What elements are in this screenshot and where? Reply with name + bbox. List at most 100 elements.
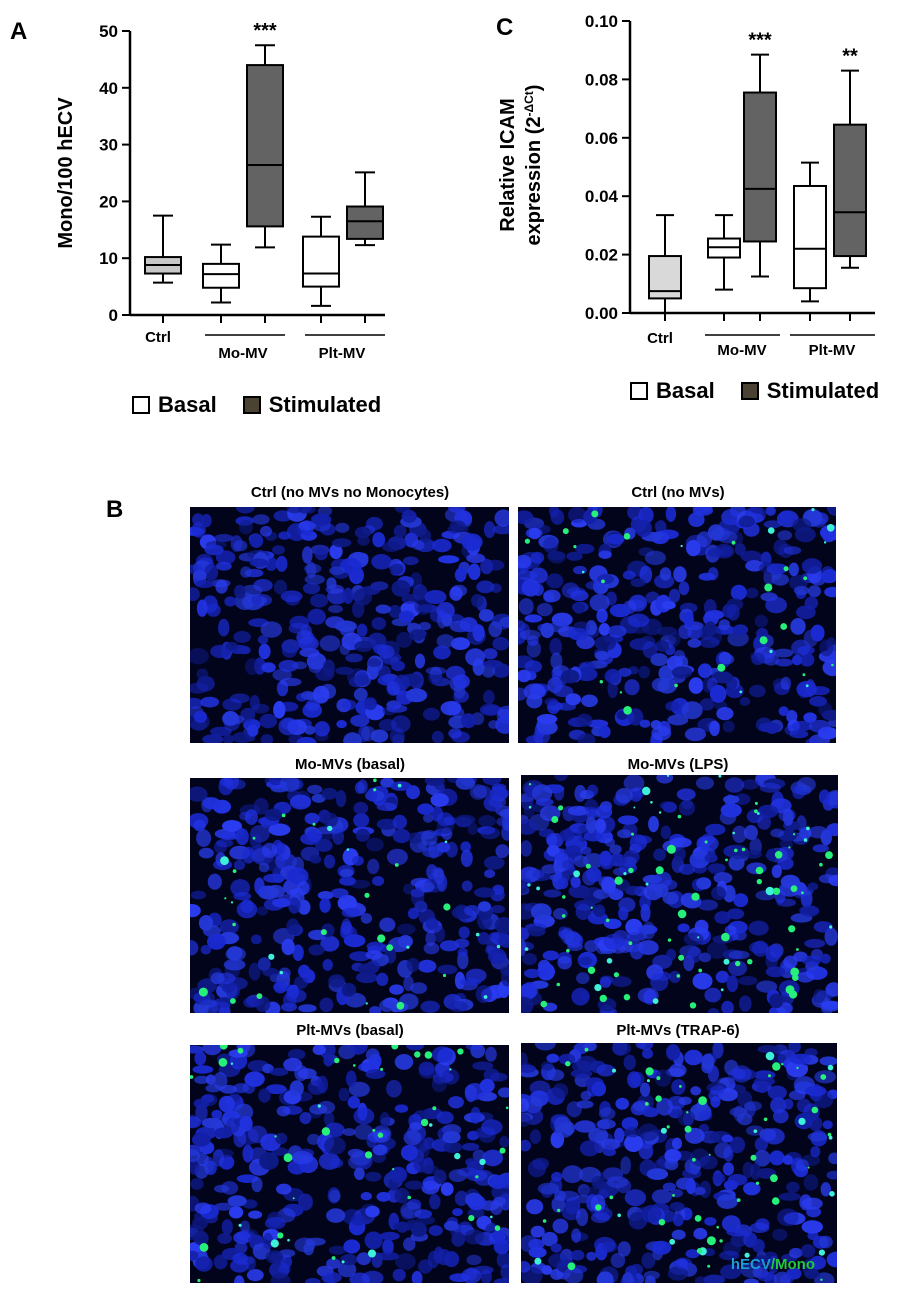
monocyte [380, 1067, 384, 1071]
hecv-nucleus [756, 1085, 768, 1094]
hecv-nucleus [432, 538, 452, 553]
hecv-nucleus [272, 898, 291, 908]
hecv-nucleus [763, 1128, 785, 1145]
monocyte [312, 822, 316, 826]
hecv-nucleus [454, 1190, 469, 1206]
hecv-nucleus [521, 1064, 536, 1073]
hecv-nucleus [708, 1090, 723, 1102]
monocyte [442, 973, 447, 978]
group-label: Plt-MV [319, 345, 366, 362]
hecv-nucleus [518, 554, 532, 569]
hecv-nucleus [215, 550, 236, 565]
panel-label-c: C [496, 14, 514, 41]
hecv-nucleus [804, 938, 826, 949]
hecv-nucleus [699, 1155, 718, 1170]
hecv-nucleus [228, 1206, 244, 1219]
hecv-nucleus [808, 585, 821, 598]
monocyte [655, 866, 664, 875]
hecv-nucleus [391, 660, 406, 672]
hecv-nucleus [775, 658, 793, 667]
hecv-nucleus [799, 905, 820, 917]
hecv-nucleus [638, 1123, 659, 1142]
monocyte [677, 909, 687, 919]
hecv-nucleus [802, 955, 822, 966]
hecv-nucleus [719, 654, 735, 665]
hecv-nucleus [372, 876, 385, 886]
hecv-nucleus [304, 725, 316, 735]
hecv-nucleus [703, 621, 717, 637]
hecv-nucleus [411, 540, 425, 551]
monocyte [619, 691, 623, 694]
hecv-nucleus [813, 989, 826, 1004]
monocyte [232, 922, 236, 927]
hecv-nucleus [719, 1250, 740, 1261]
hecv-nucleus [436, 812, 454, 827]
hecv-nucleus [550, 509, 565, 525]
hecv-nucleus [332, 828, 345, 845]
hecv-nucleus [818, 726, 836, 739]
hecv-nucleus [791, 639, 811, 656]
hecv-nucleus [202, 1045, 223, 1056]
hecv-nucleus [617, 1241, 631, 1257]
hecv-nucleus [483, 659, 503, 668]
hecv-nucleus [433, 645, 451, 660]
hecv-nucleus [678, 1096, 692, 1105]
hecv-nucleus [397, 923, 416, 935]
monocyte [540, 1000, 548, 1008]
monocyte [584, 1047, 589, 1052]
hecv-nucleus [451, 1232, 466, 1247]
hecv-nucleus [366, 837, 384, 852]
hecv-nucleus [528, 527, 541, 540]
monocyte [744, 1252, 750, 1258]
hecv-nucleus [809, 696, 827, 707]
hecv-nucleus [338, 1087, 350, 1102]
hecv-nucleus [296, 736, 317, 743]
hecv-nucleus [305, 1278, 321, 1283]
hecv-nucleus [369, 1006, 382, 1013]
hecv-nucleus [521, 938, 527, 957]
hecv-nucleus [653, 848, 666, 861]
monocyte [645, 1067, 654, 1076]
monocyte [238, 1048, 241, 1051]
hecv-nucleus [324, 1122, 345, 1138]
hecv-nucleus [521, 1139, 532, 1152]
hecv-nucleus [392, 1268, 406, 1282]
hecv-nucleus [263, 1232, 274, 1250]
monocyte [428, 1123, 433, 1127]
hecv-nucleus [574, 1120, 596, 1133]
hecv-nucleus [364, 1231, 383, 1250]
hecv-nucleus [310, 593, 329, 608]
hecv-nucleus [244, 1071, 265, 1087]
monocyte [190, 1075, 194, 1079]
monocyte [230, 1062, 234, 1065]
hecv-nucleus [598, 623, 610, 636]
hecv-nucleus [721, 1000, 734, 1013]
hecv-nucleus [454, 938, 470, 949]
monocyte [397, 783, 402, 788]
hecv-nucleus [577, 733, 596, 743]
monocyte [590, 906, 593, 909]
hecv-nucleus [322, 659, 335, 677]
hecv-nucleus [275, 1132, 288, 1145]
monocyte [754, 801, 758, 805]
hecv-nucleus [261, 662, 276, 673]
monocyte [218, 1058, 228, 1067]
hecv-nucleus [289, 794, 312, 810]
hecv-nucleus [307, 608, 326, 625]
monocyte [753, 1129, 758, 1133]
hecv-nucleus [624, 679, 640, 696]
hecv-nucleus [749, 941, 768, 954]
hecv-nucleus [337, 1261, 357, 1278]
monocyte [199, 1243, 209, 1252]
hecv-nucleus [581, 694, 598, 708]
hecv-nucleus [541, 864, 560, 874]
hecv-nucleus [729, 1136, 746, 1154]
hecv-nucleus [431, 1046, 453, 1063]
hecv-nucleus [709, 720, 720, 737]
hecv-nucleus [258, 1088, 271, 1103]
monocyte [505, 1106, 509, 1110]
hecv-nucleus [345, 653, 363, 663]
hecv-nucleus [233, 631, 251, 643]
monocyte [377, 934, 386, 943]
hecv-nucleus [547, 1069, 565, 1081]
